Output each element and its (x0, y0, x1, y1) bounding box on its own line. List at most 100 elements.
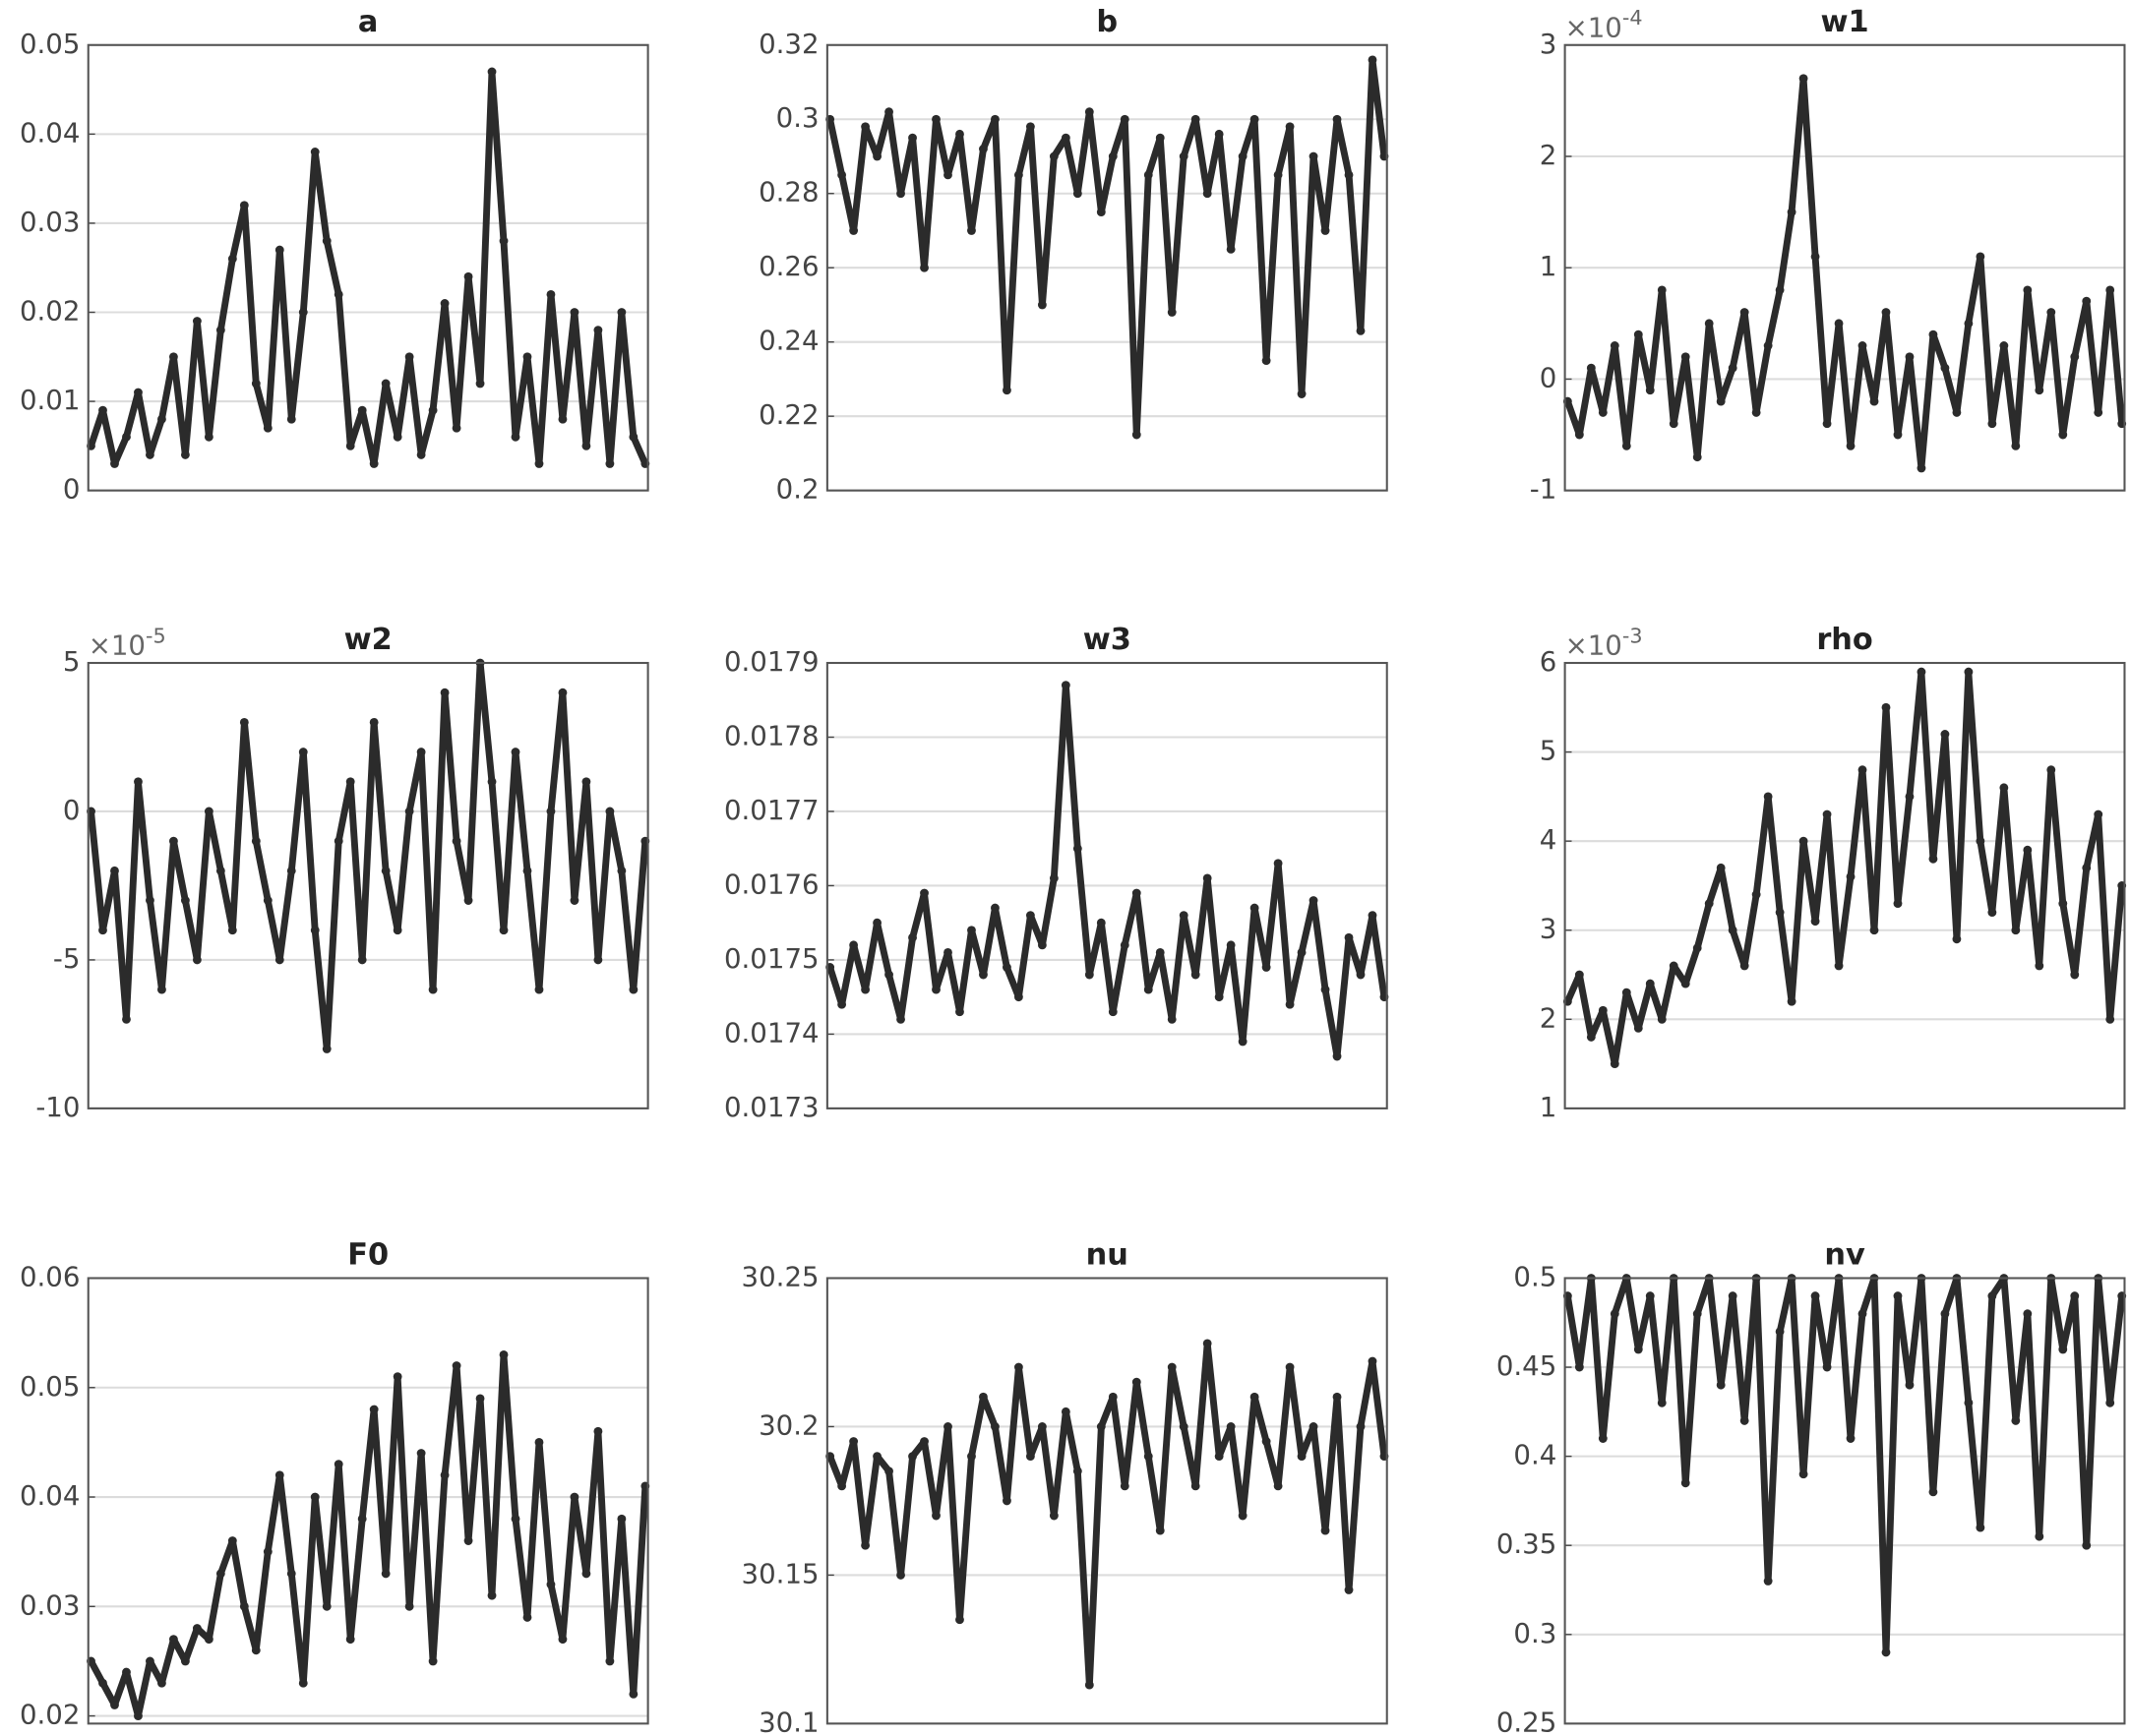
trace-point (180, 1656, 190, 1666)
trace-point (1739, 308, 1749, 317)
panel-title: w3 (1083, 623, 1131, 657)
trace-point (955, 1007, 964, 1017)
trace-point (146, 1656, 154, 1666)
trace-point (146, 896, 154, 905)
trace-point (227, 926, 237, 935)
trace-point (546, 289, 556, 299)
y-tick-label: 0.0174 (724, 1016, 820, 1048)
trace-point (1987, 1291, 1997, 1301)
axes-box (825, 661, 1388, 1109)
trace-point (157, 414, 166, 424)
trace-point (1025, 122, 1035, 132)
y-multiplier: ×10-4 (1565, 6, 1643, 43)
trace-point (2023, 1309, 2033, 1319)
trace-point (2011, 441, 2021, 450)
trace-point (1061, 681, 1070, 690)
trace-point (1881, 1647, 1891, 1657)
trace-point (1787, 208, 1796, 217)
trace-point (849, 226, 859, 235)
trace-point (227, 1536, 237, 1545)
y-tick-label: 0.0175 (724, 942, 820, 975)
trace-point (1202, 873, 1212, 883)
trace-point (1143, 1452, 1153, 1462)
trace-point (1669, 419, 1678, 429)
trace-point (617, 1514, 627, 1524)
trace-point (837, 170, 847, 180)
trace-point (122, 1667, 131, 1677)
trace-point (1037, 940, 1047, 950)
trace-point (1704, 899, 1714, 908)
trace-point (215, 326, 225, 335)
trace-point (1704, 319, 1714, 329)
y-tick-label: 0.01 (20, 384, 80, 416)
trace-point (1810, 1291, 1820, 1301)
trace-point (1728, 363, 1737, 373)
y-tick-label: 3 (1540, 28, 1557, 60)
trace-point (1645, 979, 1655, 988)
trace-point (2105, 1014, 2115, 1024)
y-multiplier-base: ×10 (1565, 629, 1622, 662)
trace-point (1857, 1309, 1867, 1319)
trace-point (837, 1481, 847, 1491)
trace-point (1226, 1422, 1236, 1431)
trace-point (1072, 189, 1082, 199)
trace-point (920, 263, 929, 272)
y-tick-label: 0.03 (20, 206, 80, 238)
trace-point (1084, 107, 1094, 117)
y-tick-label: 2 (1540, 1001, 1557, 1034)
trace-point (534, 1437, 544, 1447)
trace-point (2094, 407, 2103, 417)
trace-point (1716, 1380, 1726, 1390)
y-tick-label: 0.35 (1496, 1527, 1556, 1560)
trace-point (546, 807, 556, 816)
trace-point (1739, 961, 1749, 971)
trace-line (826, 1340, 1388, 1689)
trace-point (896, 1014, 905, 1024)
trace-point (1893, 899, 1903, 908)
trace-point (440, 299, 450, 308)
trace-point (1822, 1362, 1832, 1372)
trace-line (1564, 668, 2126, 1068)
trace-point (1775, 1327, 1785, 1337)
trace-point (1598, 407, 1608, 417)
y-tick-label: 0.0177 (724, 794, 820, 826)
trace-point (1332, 1051, 1342, 1061)
trace-point (263, 896, 273, 905)
trace-point (1214, 1452, 1224, 1462)
trace-point (629, 985, 639, 994)
trace-point (1120, 1481, 1129, 1491)
trace-point (1049, 1511, 1059, 1521)
trace-point (605, 1656, 615, 1666)
y-tick-label: 0.05 (20, 1370, 80, 1403)
trace-point (204, 432, 213, 442)
trace-point (2070, 970, 2080, 980)
trace-point (357, 955, 367, 965)
y-tick-label: 2 (1540, 139, 1557, 171)
trace-point (168, 1635, 178, 1645)
axes-box (825, 1277, 1388, 1725)
trace-point (1344, 1586, 1354, 1594)
trace-point (1869, 926, 1879, 935)
y-tick-label: 0.02 (20, 295, 80, 328)
trace-point (274, 955, 284, 965)
trace-point (1610, 1059, 1619, 1069)
trace-point (570, 308, 579, 317)
y-tick-label: 30.15 (742, 1557, 820, 1589)
trace-point (849, 1437, 859, 1446)
trace-point (1586, 1033, 1596, 1042)
trace-point (1261, 1437, 1271, 1446)
y-tick-label: 0.26 (759, 250, 819, 282)
trace-point (404, 352, 414, 362)
trace-point (1061, 1407, 1070, 1416)
trace-point (1905, 352, 1915, 362)
trace-point (1610, 341, 1619, 350)
trace-point (1917, 463, 1926, 473)
trace-point (98, 1678, 107, 1688)
trace-point (499, 1349, 509, 1359)
trace-point (1940, 363, 1950, 373)
trace-point (1003, 386, 1011, 395)
trace-point (1787, 996, 1796, 1006)
trace-point (617, 308, 627, 317)
trace-point (1202, 1339, 1212, 1348)
